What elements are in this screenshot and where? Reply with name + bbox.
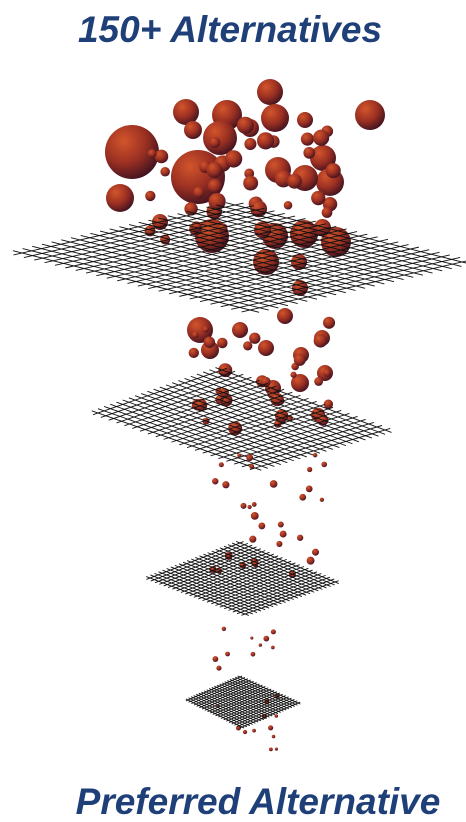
sphere (297, 112, 313, 128)
sphere (222, 481, 229, 488)
sphere (314, 377, 323, 386)
sphere (306, 485, 313, 492)
sphere (216, 665, 221, 670)
sphere (203, 326, 209, 332)
top-title: 150+ Alternatives (78, 9, 382, 50)
sphere (173, 99, 199, 125)
sphere (355, 100, 385, 130)
sphere (322, 207, 333, 218)
sphere (284, 201, 293, 210)
sphere (287, 174, 302, 189)
sphere (247, 505, 251, 509)
sphere (222, 627, 226, 631)
sphere (209, 137, 220, 148)
sphere (225, 150, 242, 167)
sphere (252, 729, 256, 733)
sphere (307, 467, 312, 472)
grid-line (250, 428, 390, 469)
sphere (323, 317, 335, 329)
sphere (313, 453, 318, 458)
sphere (268, 725, 273, 730)
sphere (301, 133, 314, 146)
sphere (272, 735, 276, 739)
sphere (263, 636, 269, 642)
sphere (243, 730, 247, 734)
sphere (203, 121, 237, 155)
sphere (244, 138, 256, 150)
sphere (237, 117, 254, 134)
sphere (212, 656, 218, 662)
sphere (204, 337, 215, 348)
sphere (257, 79, 283, 105)
funnel-scene (13, 79, 466, 751)
page: 150+ Alternatives Preferred Alternative … (0, 0, 466, 822)
bottom-title: Preferred Alternative (76, 781, 441, 822)
sphere (261, 104, 289, 132)
grid-line (234, 422, 374, 464)
sphere (251, 512, 259, 520)
sphere (270, 480, 278, 488)
sphere (232, 322, 248, 338)
illustration: 150+ Alternatives Preferred Alternative (0, 0, 466, 822)
sphere (314, 334, 328, 348)
sphere (249, 333, 260, 344)
sphere (237, 454, 241, 458)
sphere (246, 454, 253, 461)
sphere (249, 464, 254, 469)
sphere (241, 503, 247, 509)
sphere (294, 354, 306, 366)
sphere (252, 502, 257, 507)
sphere (193, 187, 205, 199)
sphere (307, 557, 315, 565)
sphere (297, 535, 303, 541)
sphere (323, 369, 330, 376)
sphere (280, 531, 287, 538)
sphere (243, 176, 258, 191)
sphere (258, 340, 274, 356)
sphere (313, 130, 329, 146)
sphere (271, 629, 276, 634)
sphere (212, 478, 218, 484)
sphere (271, 646, 275, 650)
sphere (311, 191, 325, 205)
sphere (243, 341, 252, 350)
sphere (249, 536, 256, 543)
sphere (312, 549, 319, 556)
grid-plane (186, 676, 300, 728)
sphere (155, 150, 169, 164)
sphere (206, 162, 222, 178)
sphere (225, 652, 230, 657)
sphere (269, 747, 273, 751)
grid-plane (92, 368, 392, 471)
grid-line (242, 425, 382, 466)
grid-plane (13, 203, 466, 313)
sphere (275, 748, 278, 751)
grid-plane (146, 541, 339, 615)
sphere (148, 149, 157, 158)
sphere (326, 163, 341, 178)
sphere (320, 498, 324, 502)
sphere (250, 636, 253, 639)
sphere (303, 147, 315, 159)
sphere (257, 132, 274, 149)
sphere (299, 494, 306, 501)
sphere (208, 179, 222, 193)
sphere (259, 643, 262, 646)
sphere (277, 308, 293, 324)
sphere (160, 167, 170, 177)
sphere (290, 372, 296, 378)
sphere (276, 541, 282, 547)
sphere (251, 652, 256, 657)
sphere (217, 338, 228, 349)
sphere (321, 462, 327, 468)
sphere (189, 348, 199, 358)
sphere (106, 184, 134, 212)
sphere (184, 121, 202, 139)
sphere (258, 522, 265, 529)
grid-line (197, 374, 372, 438)
sphere (278, 522, 284, 528)
sphere (145, 191, 155, 201)
sphere (219, 462, 224, 467)
sphere (192, 332, 199, 339)
